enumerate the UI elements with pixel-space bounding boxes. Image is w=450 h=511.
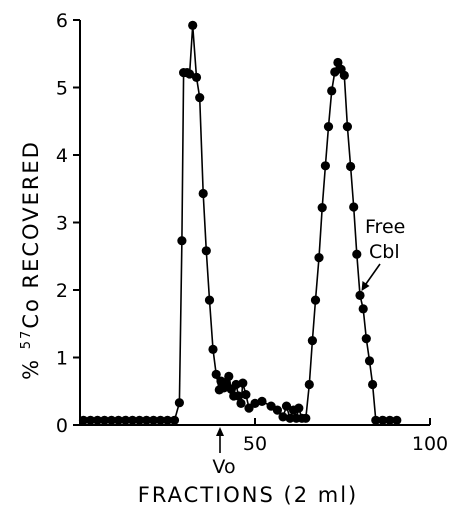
data-point bbox=[349, 202, 359, 212]
free-cbl-arrow-shaft bbox=[363, 263, 381, 287]
data-point bbox=[148, 415, 159, 425]
data-point bbox=[233, 391, 244, 401]
data-point bbox=[285, 413, 295, 423]
vo-arrow-head bbox=[216, 427, 224, 436]
data-point bbox=[346, 161, 356, 172]
data-point bbox=[304, 379, 314, 390]
data-point bbox=[339, 70, 349, 80]
x-ticks: 50 100 bbox=[243, 418, 448, 455]
data-point bbox=[352, 249, 362, 259]
data-point bbox=[278, 412, 288, 422]
x-axis-title: FRACTIONS (2 ml) bbox=[138, 483, 358, 507]
y-tick-label: 5 bbox=[56, 78, 68, 100]
data-point bbox=[127, 415, 138, 425]
data-point bbox=[281, 401, 292, 411]
data-point bbox=[385, 415, 395, 425]
data-point bbox=[188, 20, 198, 30]
data-point bbox=[241, 390, 251, 400]
series-line bbox=[83, 25, 397, 422]
data-point bbox=[155, 415, 166, 425]
y-tick-label: 2 bbox=[56, 280, 68, 302]
data-point bbox=[191, 72, 202, 82]
data-point bbox=[323, 122, 334, 132]
data-point bbox=[364, 356, 375, 366]
data-point bbox=[120, 415, 131, 425]
data-point bbox=[327, 86, 337, 96]
data-point bbox=[141, 415, 152, 425]
y-tick-label: 0 bbox=[56, 415, 68, 437]
annotations: Vo Free Cbl bbox=[212, 216, 405, 478]
y-axis-title: % 57Co RECOVERED bbox=[19, 140, 43, 380]
series-group bbox=[78, 20, 402, 425]
data-point bbox=[134, 415, 145, 425]
y-ticks: 0 1 2 3 4 5 6 bbox=[56, 10, 80, 437]
data-point bbox=[208, 344, 218, 354]
data-point bbox=[78, 415, 89, 425]
data-point bbox=[201, 246, 211, 256]
data-point bbox=[204, 295, 215, 305]
data-point bbox=[307, 336, 317, 346]
data-point bbox=[310, 295, 321, 305]
data-point bbox=[250, 398, 260, 408]
data-point bbox=[392, 415, 402, 425]
data-point bbox=[85, 415, 96, 425]
data-point bbox=[355, 290, 365, 300]
data-point bbox=[169, 415, 180, 425]
data-point bbox=[92, 415, 103, 425]
y-tick-label: 4 bbox=[56, 145, 68, 167]
data-point bbox=[317, 203, 327, 213]
data-point bbox=[342, 122, 352, 132]
y-tick-label: 3 bbox=[56, 213, 68, 235]
data-point bbox=[301, 413, 311, 423]
vo-label: Vo bbox=[212, 456, 235, 478]
y-tick-label: 1 bbox=[56, 348, 68, 370]
data-point bbox=[314, 253, 324, 263]
x-tick-label: 50 bbox=[243, 433, 267, 455]
data-point bbox=[257, 396, 267, 406]
data-point bbox=[368, 379, 378, 390]
data-point bbox=[106, 415, 117, 425]
data-point bbox=[371, 415, 381, 425]
data-point bbox=[195, 93, 205, 103]
data-point bbox=[238, 378, 248, 388]
y-tick-label: 6 bbox=[56, 10, 68, 32]
data-point bbox=[162, 415, 173, 425]
data-point bbox=[272, 405, 282, 415]
data-point bbox=[113, 415, 124, 425]
data-point bbox=[294, 403, 304, 413]
data-point bbox=[177, 236, 187, 246]
data-point bbox=[224, 371, 234, 381]
data-point bbox=[174, 398, 184, 408]
data-point bbox=[211, 369, 221, 379]
free-cbl-label-line2: Cbl bbox=[369, 241, 400, 263]
data-point bbox=[361, 334, 371, 344]
data-point bbox=[358, 304, 368, 314]
free-cbl-label-line1: Free bbox=[365, 216, 405, 238]
free-cbl-arrow-head bbox=[361, 281, 370, 291]
data-point bbox=[198, 188, 208, 199]
x-tick-label: 100 bbox=[412, 433, 448, 455]
data-point bbox=[320, 161, 330, 171]
data-point bbox=[236, 398, 246, 408]
data-point bbox=[185, 69, 195, 79]
data-point bbox=[99, 415, 110, 425]
data-point bbox=[378, 415, 388, 425]
